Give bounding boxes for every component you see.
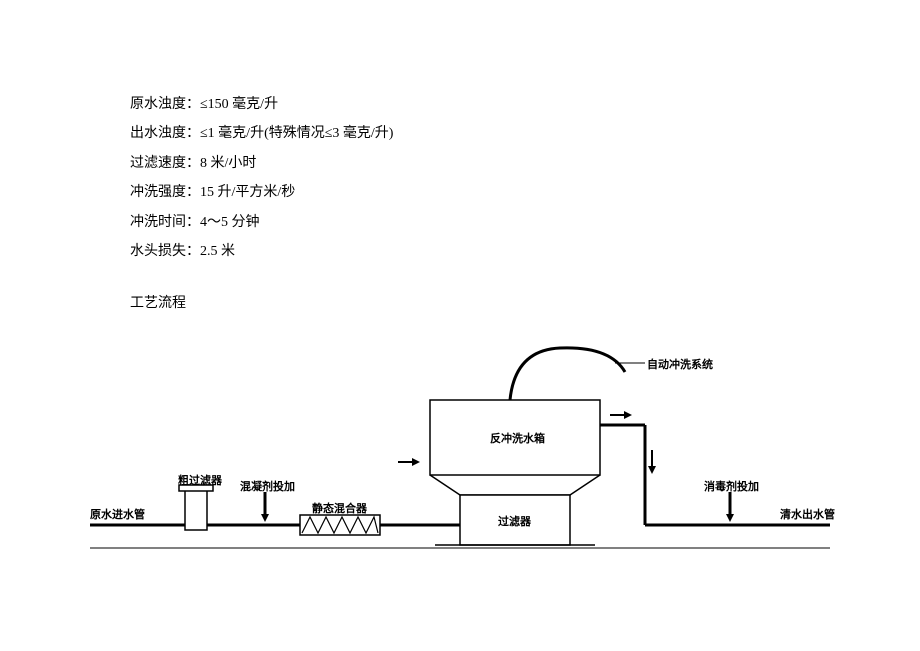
- label-raw-water-pipe: 原水进水管: [90, 506, 145, 522]
- label-clean-water-pipe: 清水出水管: [780, 506, 835, 522]
- spec-flush-time: 冲洗时间：4～5 分钟: [130, 208, 790, 237]
- spec-filter-speed: 过滤速度：8 米/小时: [130, 149, 790, 178]
- spec-turbidity-out: 出水浊度：≤1 毫克/升(特殊情况≤3 毫克/升): [130, 119, 790, 148]
- label-backwash-tank: 反冲洗水箱: [490, 430, 545, 446]
- label-coagulant: 混凝剂投加: [240, 478, 295, 494]
- spec-turbidity-in: 原水浊度：≤150 毫克/升: [130, 90, 790, 119]
- label-auto-flush: 自动冲洗系统: [647, 356, 713, 372]
- process-flow-diagram: 原水进水管 粗过滤器 混凝剂投加 静态混合器 过滤器 反冲洗水箱 自动冲洗系统 …: [90, 330, 830, 570]
- label-static-mixer: 静态混合器: [312, 500, 367, 516]
- spec-flush-intensity: 冲洗强度：15 升/平方米/秒: [130, 178, 790, 207]
- label-coarse-filter: 粗过滤器: [178, 472, 222, 488]
- label-filter: 过滤器: [498, 513, 531, 529]
- label-disinfectant: 消毒剂投加: [704, 478, 759, 494]
- spec-head-loss: 水头损失：2.5 米: [130, 237, 790, 266]
- section-title: 工艺流程: [130, 292, 790, 312]
- diagram-svg: [90, 330, 830, 570]
